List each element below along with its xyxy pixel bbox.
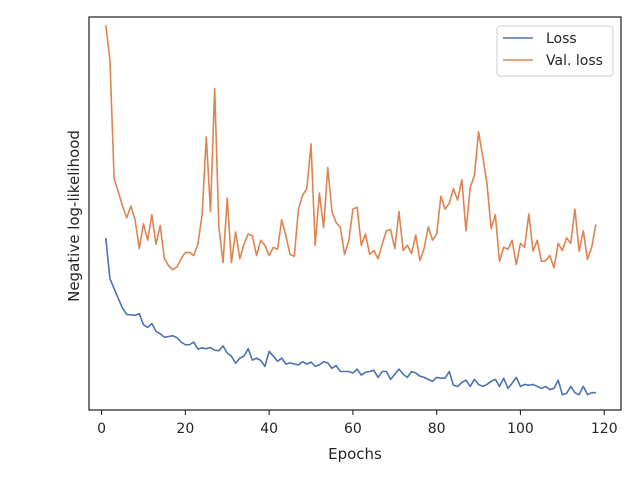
legend-label-val-loss: Val. loss [546, 53, 603, 69]
x-tick-label: 120 [591, 421, 618, 437]
series-line-val-loss [104, 25, 597, 271]
x-tick-label: 20 [176, 421, 194, 437]
x-tick-label: 100 [507, 421, 534, 437]
series-line-loss [104, 237, 596, 396]
x-tick-label: 0 [97, 421, 106, 437]
series-layer [104, 25, 597, 396]
legend-label-loss: Loss [546, 31, 577, 47]
x-tick-label: 40 [260, 421, 278, 437]
x-tick-label: 80 [428, 421, 446, 437]
y-axis-label: Negative log-likelihood [65, 130, 83, 302]
x-tick-label: 60 [344, 421, 362, 437]
x-axis-ticks: 0 20 40 60 80 100 120 [97, 410, 618, 437]
x-axis-label: Epochs [328, 445, 382, 463]
plot-background [89, 17, 621, 410]
legend: Loss Val. loss [496, 25, 614, 77]
plot-frame [88, 16, 622, 411]
